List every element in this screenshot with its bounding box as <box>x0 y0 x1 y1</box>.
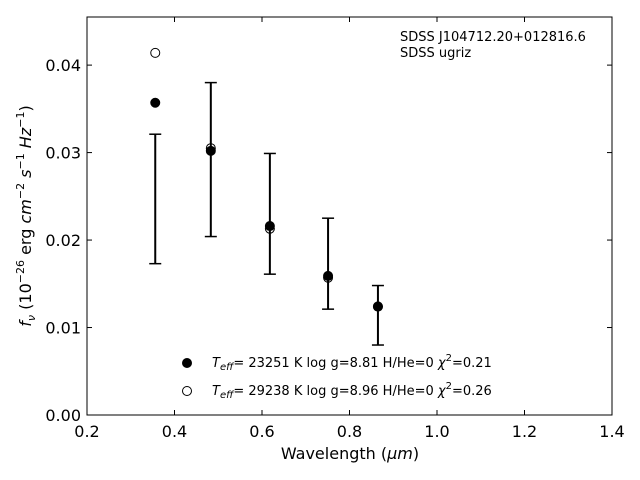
x-tick-label: 0.8 <box>337 422 362 441</box>
y-tick-label: 0.04 <box>45 56 81 75</box>
legend: Teff= 23251 K log g=8.81 H/He=0 χ2=0.21 … <box>182 353 492 401</box>
data-point-filled <box>205 145 216 156</box>
data-point-open <box>264 223 275 234</box>
x-tick-label: 1.0 <box>424 422 449 441</box>
data-point-open <box>150 47 161 58</box>
data-points <box>150 47 383 312</box>
x-tick-label: 0.4 <box>162 422 187 441</box>
y-tick-label: 0.01 <box>45 319 81 338</box>
y-axis-label: fν (10−26 erg cm−2 s−1 Hz−1) <box>14 105 38 326</box>
annotation-line2: SDSS ugriz <box>400 46 471 61</box>
legend-marker-filled <box>182 358 192 368</box>
data-point-open <box>205 143 216 154</box>
x-axis-label: Wavelength (μm) <box>281 444 419 463</box>
x-tick-label: 0.2 <box>74 422 99 441</box>
x-tick-label: 1.4 <box>599 422 624 441</box>
data-point-open <box>323 272 334 283</box>
legend-entry-1: Teff= 23251 K log g=8.81 H/He=0 χ2=0.21 <box>212 353 492 373</box>
error-bars <box>149 81 384 346</box>
legend-entry-2: Teff= 29238 K log g=8.96 H/He=0 χ2=0.26 <box>212 381 492 401</box>
legend-marker-open <box>182 386 192 396</box>
data-point-filled <box>264 221 275 232</box>
x-axis-ticks: 0.2 0.4 0.6 0.8 1.0 1.2 1.4 <box>74 17 625 441</box>
x-tick-label: 0.6 <box>249 422 274 441</box>
y-tick-label: 0.00 <box>45 406 81 425</box>
annotation-line1: SDSS J104712.20+012816.6 <box>400 30 586 45</box>
y-tick-label: 0.02 <box>45 231 81 250</box>
y-tick-label: 0.03 <box>45 144 81 163</box>
x-tick-label: 1.2 <box>512 422 537 441</box>
y-axis-ticks: 0.00 0.01 0.02 0.03 0.04 <box>45 56 612 425</box>
data-point-filled <box>150 97 161 108</box>
data-point-open <box>372 301 383 312</box>
